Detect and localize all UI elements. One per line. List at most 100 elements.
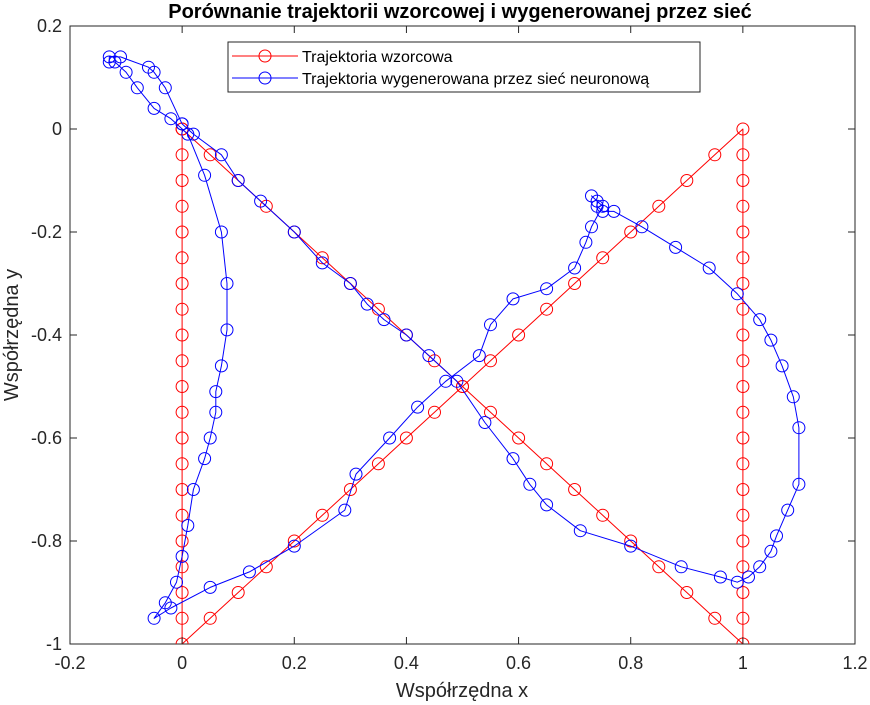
data-point-marker bbox=[175, 457, 189, 471]
data-point-marker bbox=[596, 251, 610, 265]
data-point-marker bbox=[175, 354, 189, 368]
chart-title: Porównanie trajektorii wzorcowej i wygen… bbox=[168, 1, 752, 23]
data-point-marker bbox=[119, 65, 133, 79]
data-point-marker bbox=[242, 565, 256, 579]
data-point-marker bbox=[214, 359, 228, 373]
data-point-marker bbox=[568, 483, 582, 496]
data-point-marker bbox=[652, 199, 666, 213]
data-point-marker bbox=[214, 148, 228, 162]
data-point-marker bbox=[792, 421, 806, 435]
data-point-marker bbox=[209, 385, 223, 399]
data-point-marker bbox=[736, 508, 750, 522]
data-point-marker bbox=[181, 519, 195, 532]
data-point-marker bbox=[736, 380, 750, 393]
data-point-marker bbox=[590, 199, 604, 213]
data-point-marker bbox=[472, 349, 486, 363]
data-point-marker bbox=[175, 611, 189, 625]
data-point-marker bbox=[596, 508, 610, 522]
data-point-marker bbox=[203, 580, 217, 594]
data-point-marker bbox=[343, 277, 357, 290]
data-point-marker bbox=[175, 117, 189, 131]
data-point-marker bbox=[786, 390, 800, 404]
data-point-marker bbox=[736, 225, 750, 239]
data-point-marker bbox=[540, 498, 554, 512]
x-tick-label: 0.6 bbox=[506, 653, 531, 673]
data-point-marker bbox=[736, 534, 750, 548]
data-point-marker bbox=[287, 534, 301, 548]
data-point-marker bbox=[540, 282, 554, 296]
data-point-marker bbox=[175, 508, 189, 522]
data-point-marker bbox=[428, 405, 441, 419]
data-point-marker bbox=[579, 235, 593, 249]
data-point-marker bbox=[674, 560, 688, 574]
data-point-marker bbox=[147, 611, 161, 625]
x-axis-label: Współrzędna x bbox=[396, 680, 528, 702]
data-point-marker bbox=[349, 467, 363, 481]
legend: Trajektoria wzorcowa Trajektoria wygener… bbox=[227, 41, 701, 93]
data-point-marker bbox=[422, 349, 436, 363]
data-point-marker bbox=[175, 549, 189, 563]
series-line bbox=[181, 128, 744, 644]
data-point-marker bbox=[158, 81, 172, 95]
data-point-marker bbox=[209, 405, 223, 419]
data-point-marker bbox=[736, 457, 750, 471]
data-point-marker bbox=[753, 313, 767, 327]
data-point-marker bbox=[175, 483, 189, 496]
data-point-marker bbox=[411, 400, 425, 414]
data-point-marker bbox=[730, 575, 744, 589]
data-point-marker bbox=[596, 199, 610, 213]
data-point-marker bbox=[343, 483, 357, 496]
data-point-marker bbox=[736, 354, 750, 368]
legend-label-reference: Trajektoria wzorcowa bbox=[302, 49, 453, 66]
x-tick-label: 0.2 bbox=[282, 653, 307, 673]
data-point-marker bbox=[478, 416, 492, 429]
data-point-marker bbox=[287, 539, 301, 553]
tick-layer: -0.2 0 0.2 0.4 0.6 0.8 1 1.2 -1 -0.8 -0.6 -0.4 -0.2 0… bbox=[31, 16, 868, 673]
data-point-marker bbox=[439, 374, 453, 388]
series-line bbox=[108, 56, 800, 619]
data-point-marker bbox=[540, 457, 554, 471]
data-point-marker bbox=[523, 477, 537, 491]
data-point-marker bbox=[214, 225, 228, 239]
data-point-marker bbox=[484, 354, 497, 368]
data-point-marker bbox=[624, 225, 638, 239]
data-point-marker bbox=[742, 570, 755, 584]
data-point-marker bbox=[175, 174, 189, 187]
y-tick-label: 0 bbox=[52, 119, 62, 139]
data-point-marker bbox=[164, 112, 178, 126]
data-point-marker bbox=[338, 503, 352, 517]
data-point-marker bbox=[708, 148, 722, 162]
data-point-marker bbox=[736, 199, 750, 213]
data-point-marker bbox=[781, 503, 795, 517]
data-point-marker bbox=[377, 313, 391, 327]
legend-marker-network bbox=[258, 71, 272, 85]
data-point-marker bbox=[669, 240, 683, 254]
x-tick-label: 0 bbox=[177, 653, 187, 673]
data-point-marker bbox=[287, 225, 301, 239]
legend-marker-reference bbox=[258, 49, 272, 63]
data-point-marker bbox=[220, 277, 234, 290]
legend-label-network: Trajektoria wygenerowana przez sieć neur… bbox=[302, 71, 649, 88]
x-tick-label: 1.2 bbox=[842, 653, 867, 673]
data-point-marker bbox=[186, 127, 200, 141]
data-point-marker bbox=[198, 452, 212, 466]
data-point-marker bbox=[175, 586, 189, 599]
data-point-marker bbox=[360, 297, 374, 311]
y-tick-label: 0.2 bbox=[37, 16, 62, 36]
data-point-marker bbox=[652, 560, 666, 574]
data-point-marker bbox=[158, 596, 172, 610]
data-point-marker bbox=[770, 529, 783, 543]
data-point-marker bbox=[764, 544, 778, 558]
data-point-marker bbox=[175, 534, 189, 548]
data-point-marker bbox=[512, 328, 526, 342]
data-point-marker bbox=[484, 405, 497, 419]
data-point-marker bbox=[568, 277, 582, 290]
data-point-marker bbox=[203, 431, 217, 445]
data-point-marker bbox=[573, 524, 587, 538]
data-point-marker bbox=[585, 220, 598, 234]
y-tick-label: -0.2 bbox=[31, 222, 62, 242]
x-tick-label: 0.8 bbox=[618, 653, 643, 673]
data-point-marker bbox=[713, 570, 727, 584]
data-point-marker bbox=[231, 174, 245, 187]
